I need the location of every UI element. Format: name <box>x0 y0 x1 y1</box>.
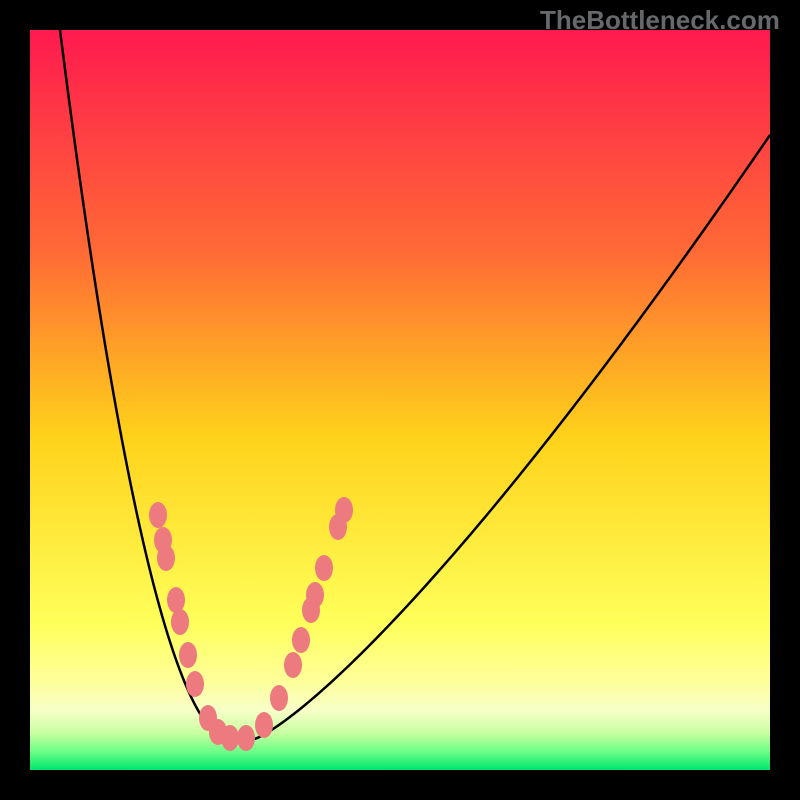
marker-point <box>179 642 197 668</box>
marker-point <box>167 587 185 613</box>
marker-point <box>292 627 310 653</box>
marker-point <box>149 502 167 528</box>
marker-point <box>306 582 324 608</box>
marker-point <box>186 671 204 697</box>
marker-point <box>255 712 273 738</box>
marker-point <box>221 725 239 751</box>
bottleneck-chart <box>0 0 800 800</box>
marker-point <box>315 555 333 581</box>
marker-point <box>335 497 353 523</box>
chart-frame: TheBottleneck.com <box>0 0 800 800</box>
marker-point <box>237 725 255 751</box>
marker-point <box>171 609 189 635</box>
marker-point <box>270 685 288 711</box>
watermark-text: TheBottleneck.com <box>540 5 780 36</box>
marker-point <box>157 545 175 571</box>
marker-point <box>284 652 302 678</box>
